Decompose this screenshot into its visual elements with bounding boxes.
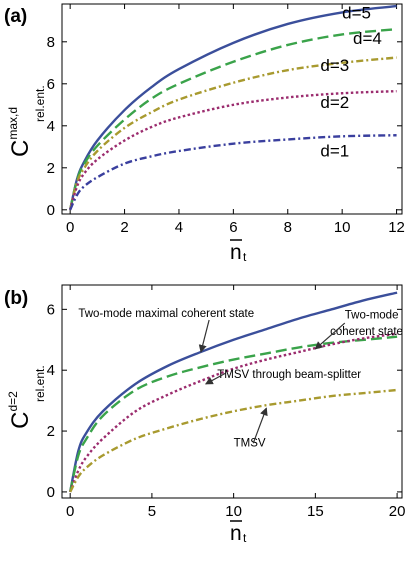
x-tick-label: 2 (120, 219, 128, 236)
panel-a-label: (a) (4, 6, 27, 27)
series-line-d-1 (69, 134, 397, 211)
y-tick-label: 0 (47, 484, 55, 501)
series-annotation: d=4 (353, 29, 382, 48)
series-annotation: Two-mode (345, 309, 399, 321)
series-line-d-4 (68, 28, 397, 211)
series-annotation: Two-mode maximal coherent state (78, 308, 254, 320)
y-tick-label: 8 (47, 34, 55, 51)
panel-a-xlabel-main: n (230, 241, 242, 264)
panel-a-ylabel-sub: rel.ent. (33, 85, 47, 122)
y-tick-label: 6 (47, 76, 55, 93)
y-tick-label: 2 (47, 423, 55, 440)
panel-b-ylabel: Cd=2 (6, 391, 34, 429)
x-tick-label: 10 (225, 503, 242, 520)
panel-b-ylabel-main: C (7, 412, 34, 429)
panel-a-ylabel: Cmax,d (6, 107, 34, 157)
y-tick-label: 4 (47, 118, 55, 135)
x-tick-label: 12 (388, 219, 405, 236)
series-line-tmsv-through-beam-splitter (69, 332, 398, 493)
annotation-arrow (252, 407, 268, 444)
series-line-tmsv (69, 388, 398, 493)
panel-b-label: (b) (4, 288, 28, 309)
x-tick-label: 6 (229, 219, 237, 236)
series-line-two-mode-maximal-coherent-state (68, 291, 398, 493)
series-annotation: d=5 (342, 4, 371, 23)
chart-0: 0 2 4 6 8 10 12 0 2 4 6 8 d=5 d=4d=3 d=2 d=1 (47, 3, 405, 236)
panel-b-ylabel-sub: rel.ent. (33, 365, 47, 402)
y-tick-label: 6 (47, 301, 55, 318)
panel-b: (b) Cd=2 rel.ent. n t (4, 288, 247, 545)
series-annotation: d=3 (320, 56, 349, 75)
plot-frame (61, 3, 403, 215)
y-tick-label: 0 (47, 202, 55, 219)
x-tick-label: 15 (307, 503, 324, 520)
series-line-d-5 (68, 4, 397, 211)
x-tick-label: 20 (389, 503, 406, 520)
panel-a-ylabel-main: C (7, 140, 34, 157)
svg-text:Cmax,d: Cmax,d (6, 107, 34, 157)
annotation-arrow (198, 319, 210, 353)
y-tick-label: 4 (47, 362, 55, 379)
series-line-two-mode-coherent-state (68, 335, 398, 493)
x-tick-label: 4 (175, 219, 183, 236)
annotation-arrow (204, 372, 226, 385)
x-tick-label: 0 (66, 219, 74, 236)
y-tick-label: 2 (47, 160, 55, 177)
panel-b-xlabel: n t (230, 520, 247, 545)
panel-a-xlabel: n t (230, 239, 247, 264)
x-tick-label: 5 (148, 503, 156, 520)
series-annotation: TMSV through beam-splitter (217, 369, 361, 381)
x-tick-label: 0 (66, 503, 74, 520)
series-line-d-2 (69, 89, 397, 211)
plot-frame (61, 284, 403, 499)
svg-text:Cd=2: Cd=2 (6, 391, 34, 429)
series-annotation: d=1 (320, 141, 349, 160)
panel-a: (a) Cmax,d rel.ent. n t (4, 6, 247, 264)
series-annotation: coherent state (330, 326, 403, 338)
panel-a-ylabel-sup: max,d (6, 107, 20, 140)
panel-b-xlabel-main: n (230, 522, 242, 545)
panel-b-ylabel-sup: d=2 (6, 391, 20, 412)
series-annotation: TMSV (234, 437, 266, 449)
x-tick-label: 8 (284, 219, 292, 236)
x-tick-label: 10 (334, 219, 351, 236)
plot-area: 0 2 4 6 8 10 12 0 2 4 6 8 d=5 d=4d=3 d=2 d=1 0 5 10 15 20 0 2 4… (47, 3, 406, 520)
chart-1: 0 5 10 15 20 0 2 4 6 Two-mode maximal coherent st… (47, 284, 406, 520)
panel-b-xlabel-sub: t (243, 531, 247, 545)
panel-a-xlabel-sub: t (243, 250, 247, 264)
series-annotation: d=2 (320, 93, 349, 112)
series-line-d-3 (68, 56, 397, 211)
annotation-arrow (314, 322, 346, 350)
